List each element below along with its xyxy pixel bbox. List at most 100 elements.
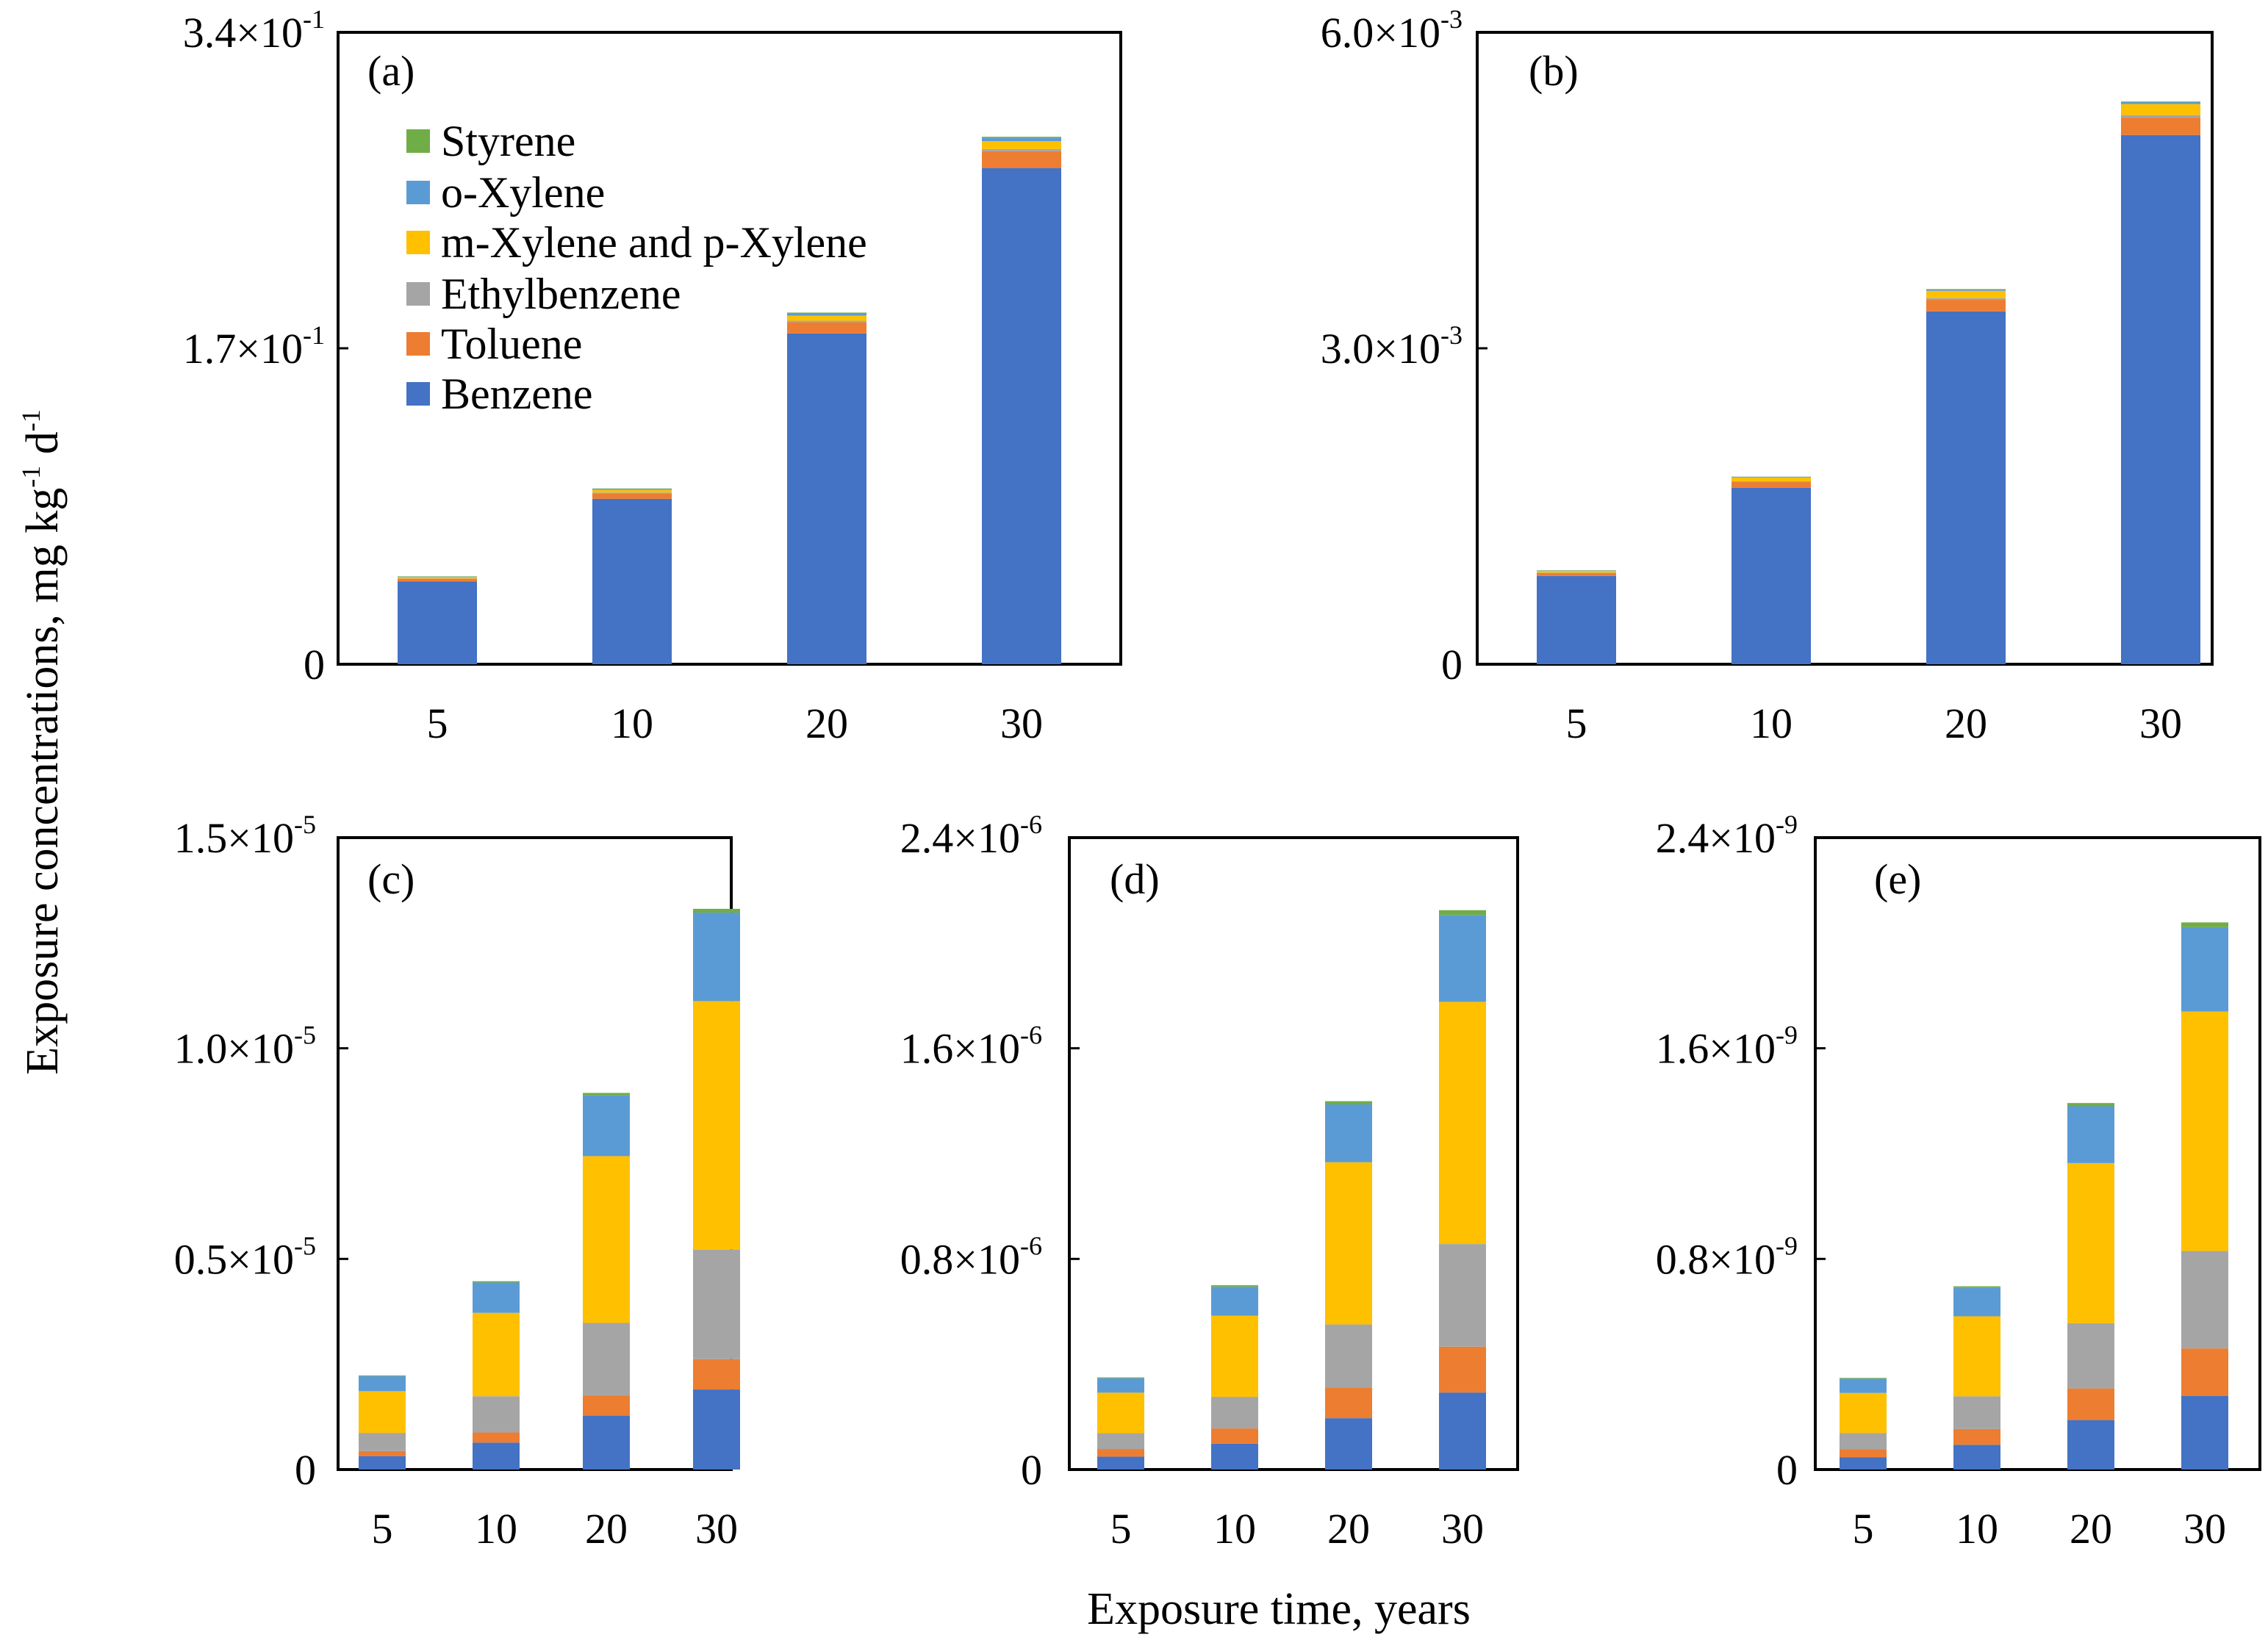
bar-benzene-5 [1097,1456,1144,1470]
x-tick-label-30: 30 [1441,1505,1484,1553]
x-axis-title: Exposure time, years [1087,1584,1471,1634]
panel-label-a: (a) [367,47,415,95]
y-tick-exponent: -3 [1440,4,1463,34]
y-tick-mantissa: 0.8×10 [1656,1235,1776,1283]
x-tick-label-30: 30 [2183,1505,2226,1553]
bar-m-xylene-and-p-xylene-10 [473,1312,520,1397]
panel-b: (b) 03.0×10-36.0×10-3 5 10 20 30 [1321,4,2214,747]
bar-o-xylene-10 [1953,1287,2000,1317]
bar-styrene-10 [1731,476,1811,478]
y-tick-label-2: 1.6×10-9 [1656,1021,1798,1073]
bar-ethylbenzene-5 [1097,1433,1144,1450]
panel-e: (e) 00.8×10-91.6×10-92.4×10-9 5 10 20 30 [1656,810,2261,1553]
y-tick-mantissa: 2.4×10 [900,814,1020,862]
y-tick-exponent: -5 [294,1021,316,1050]
bar-toluene-30 [2181,1348,2228,1396]
bar-ethylbenzene-5 [1537,572,1616,573]
bar-ethylbenzene-5 [359,1433,406,1451]
y-tick-mantissa: 6.0×10 [1321,9,1440,57]
y-tick-mantissa: 0 [295,1446,316,1494]
legend-swatch-toluene [406,332,430,356]
bar-o-xylene-30 [2181,927,2228,1012]
plot-frame-b [1476,31,2214,666]
bar-ethylbenzene-30 [693,1249,740,1359]
bar-styrene-30 [982,137,1061,138]
bar-benzene-30 [2121,134,2200,664]
y-tick-mantissa: 0 [1441,641,1463,688]
panel-label-e: (e) [1874,855,1921,903]
bar-toluene-5 [398,578,477,582]
plot-frame-c [337,836,733,1471]
y-tick-mantissa: 1.6×10 [900,1025,1020,1073]
bar-o-xylene-30 [2121,102,2200,104]
bar-m-xylene-and-p-xylene-20 [2067,1162,2114,1323]
y-tick-label-2: 1.0×10-5 [174,1021,316,1073]
y-tick-exponent: -5 [294,1231,316,1260]
bar-toluene-30 [693,1359,740,1390]
bar-o-xylene-30 [982,137,1061,142]
y-axis-title-sup2: -1 [16,409,46,431]
bar-m-xylene-and-p-xylene-10 [1731,477,1811,481]
bar-benzene-30 [693,1389,740,1470]
y-tick-label-1: 0.5×10-5 [174,1231,316,1283]
legend-label-m-p-xylene: m-Xylene and p-Xylene [441,218,867,267]
bar-m-xylene-and-p-xylene-5 [1537,570,1616,573]
bar-toluene-5 [1537,572,1616,576]
bar-benzene-10 [592,498,672,664]
legend-label-ethylbenzene: Ethylbenzene [441,270,681,318]
panel-c: (c) 00.5×10-51.0×10-51.5×10-5 5 10 20 30 [174,810,740,1553]
x-tick-label-30: 30 [1000,699,1043,747]
bar-o-xylene-20 [1926,289,2006,291]
bar-toluene-10 [1953,1428,2000,1445]
y-tick-mantissa: 3.4×10 [183,9,303,57]
bar-toluene-20 [2067,1388,2114,1420]
y-tick-exponent: -6 [1020,1231,1042,1260]
bar-toluene-5 [1097,1449,1144,1457]
y-tick-label-0: 0 [1776,1446,1798,1494]
y-tick-mantissa: 1.6×10 [1656,1025,1776,1073]
legend: Styrene o-Xylene m-Xylene and p-Xylene E… [406,117,867,418]
y-tick-mantissa: 0 [1021,1446,1042,1494]
bar-toluene-20 [787,322,866,334]
bar-o-xylene-5 [359,1375,406,1392]
bar-benzene-20 [1325,1418,1372,1470]
bar-ethylbenzene-10 [1953,1396,2000,1429]
bar-toluene-5 [1840,1449,1887,1458]
bar-ethylbenzene-30 [2121,115,2200,118]
x-tick-label-5: 5 [1110,1505,1132,1553]
bar-m-xylene-and-p-xylene-20 [583,1156,630,1323]
bar-ethylbenzene-20 [1926,298,2006,301]
bar-toluene-30 [2121,118,2200,135]
bar-m-xylene-and-p-xylene-5 [398,577,477,579]
legend-label-o-xylene: o-Xylene [441,168,605,217]
y-tick-exponent: -9 [1776,810,1798,839]
bar-m-xylene-and-p-xylene-5 [359,1391,406,1434]
x-tick-label-10: 10 [1750,699,1792,747]
x-tick-label-10: 10 [1213,1505,1256,1553]
panel-label-c: (c) [367,855,415,903]
y-tick-mantissa: 0.5×10 [174,1235,294,1283]
legend-swatch-benzene [406,382,430,406]
bar-styrene-30 [693,908,740,913]
bar-o-xylene-30 [693,913,740,1001]
y-tick-label-1: 0.8×10-9 [1656,1231,1798,1283]
bar-ethylbenzene-5 [1840,1433,1887,1450]
bar-ethylbenzene-10 [473,1396,520,1433]
y-tick-exponent: -6 [1020,810,1042,839]
bar-benzene-5 [1537,575,1616,664]
y-tick-label-0: 0 [1441,641,1463,688]
bar-ethylbenzene-10 [1211,1397,1258,1429]
bar-styrene-20 [583,1093,630,1096]
bar-m-xylene-and-p-xylene-10 [1211,1315,1258,1398]
y-tick-mantissa: 0.8×10 [900,1235,1020,1283]
y-tick-mantissa: 1.7×10 [183,325,303,373]
bar-styrene-5 [398,576,477,577]
bar-o-xylene-30 [1439,915,1486,1002]
plot-frame-d [1068,836,1519,1471]
x-tick-label-10: 10 [611,699,653,747]
bar-ethylbenzene-10 [592,492,672,494]
bar-ethylbenzene-20 [787,320,866,323]
y-tick-exponent: -9 [1776,1021,1798,1050]
bar-benzene-5 [398,581,477,664]
